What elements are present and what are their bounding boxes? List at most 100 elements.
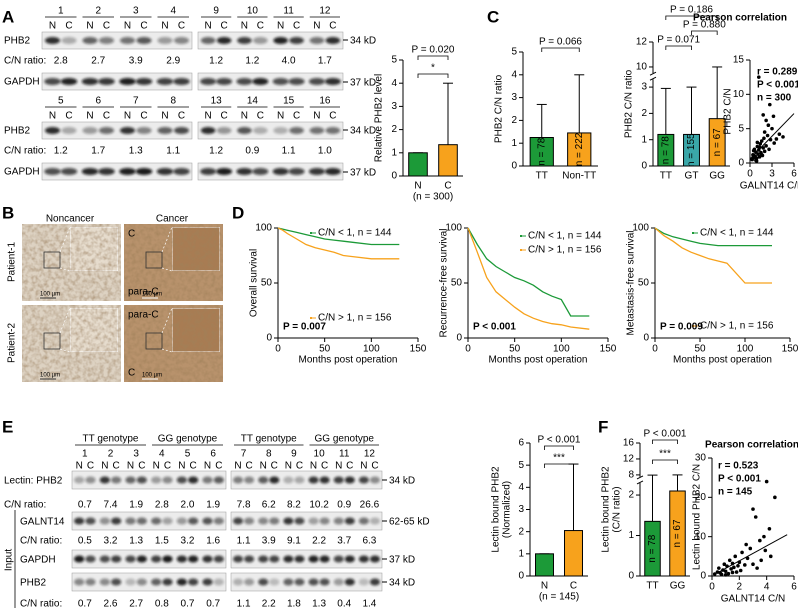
y-tick-label: 5 (518, 460, 524, 471)
blot-band (136, 476, 147, 484)
y-tick-label: 3 (391, 101, 397, 112)
lane-label: C (257, 21, 264, 32)
region-label: para-C (128, 310, 159, 321)
lane-label: N (101, 461, 108, 472)
axis-break (649, 76, 657, 81)
x-tick-label: 0 (747, 169, 753, 180)
x-tick-label: 0 (652, 344, 658, 355)
blot-band (85, 555, 96, 563)
y-tick-label: 20 (695, 492, 707, 503)
panel-letter: E (2, 417, 13, 436)
significance-bracket (417, 55, 449, 60)
lane-number: 6 (210, 449, 216, 460)
blot-band (269, 578, 280, 586)
loading-band (200, 168, 217, 175)
significance-bracket (652, 439, 678, 444)
lane-label: C (220, 111, 227, 122)
zoom-box (145, 332, 163, 350)
zoom-line (161, 307, 173, 334)
blot-band (283, 517, 294, 525)
lane-label: N (241, 111, 248, 122)
blot-band (151, 517, 162, 525)
blot-band (294, 517, 305, 525)
point (766, 123, 771, 128)
y-tick-label: 15 (733, 55, 745, 66)
zoom-line (59, 307, 71, 334)
loading-band (119, 168, 136, 175)
lane-number: 7 (133, 96, 139, 107)
y-tick-label: 0 (456, 333, 462, 344)
bar (438, 144, 458, 177)
loading-band (252, 168, 269, 175)
point (751, 562, 755, 566)
blot-band (244, 555, 255, 563)
bar (708, 118, 726, 167)
zoom-box (145, 251, 163, 269)
cn-ratio: 0.9 (337, 500, 351, 511)
y-tick-label: 10 (695, 531, 707, 542)
cn-ratio: 3.9 (129, 56, 143, 67)
y-axis-label: (Normalized) (502, 481, 513, 538)
genotype-label: TT genotype (83, 434, 139, 445)
cn-ratio: 1.0 (318, 146, 332, 157)
panel-letter: A (2, 7, 14, 26)
cn-ratio: 3.9 (262, 536, 276, 547)
x-tick-label: C (444, 181, 451, 192)
lane-label: C (293, 21, 300, 32)
lane-label: C (140, 21, 147, 32)
x-tick-label: 150 (782, 344, 798, 355)
cn-ratio: 9.1 (287, 536, 301, 547)
point (771, 114, 776, 119)
lane-label: C (321, 461, 328, 472)
scale-bar-label: 100 µm (142, 373, 162, 379)
cn-ratio: 1.7 (318, 56, 332, 67)
protein-band (82, 37, 98, 44)
blot-band (111, 476, 122, 484)
loading-band (308, 168, 325, 175)
x-tick-label: 6 (791, 169, 797, 180)
point (764, 118, 768, 123)
point (723, 569, 728, 574)
blot-band (294, 555, 305, 563)
point (767, 147, 771, 152)
lane-number: 2 (108, 449, 114, 460)
legend-label: C/N < 1, n = 144 (318, 228, 392, 239)
legend-label: C/N > 1, n = 156 (700, 321, 774, 332)
lane-number: 4 (159, 449, 165, 460)
y-axis-label: Lectin bound PHB2 C/N (692, 464, 703, 570)
cn-ratio: 1.2 (54, 146, 68, 157)
cn-ratio: 0.5 (78, 536, 92, 547)
blot-band (162, 555, 173, 563)
y-tick-label: 0 (511, 161, 517, 172)
protein-band (99, 37, 114, 44)
blot-band (233, 517, 244, 525)
bar (669, 490, 686, 577)
lane-number: 16 (319, 96, 331, 107)
column-label: Cancer (156, 214, 189, 225)
x-tick-label: GT (685, 171, 699, 182)
point (738, 568, 743, 573)
x-axis-label: GALNT14 C/N (740, 181, 798, 192)
lane-number: 15 (283, 96, 295, 107)
point (781, 135, 785, 139)
protein-band (157, 127, 173, 134)
blot-band (308, 517, 319, 525)
kd-label: 34 kD (350, 36, 376, 47)
lane-number: 3 (133, 6, 139, 17)
loading-band (272, 78, 289, 85)
blot-band (269, 517, 280, 525)
blot-band (358, 555, 369, 563)
cn-ratio: 2.6 (104, 599, 118, 610)
zoom-box (43, 332, 61, 350)
cn-ratio: 1.9 (206, 500, 220, 511)
y-tick-label: 6 (518, 438, 524, 449)
stat-label: n = 145 (718, 487, 753, 498)
survival-curve (467, 227, 590, 317)
x-tick-label: 0 (275, 344, 281, 355)
y-tick-label: 0 (641, 161, 647, 172)
cn-ratio: 6.3 (362, 536, 376, 547)
lane-number: 5 (58, 96, 64, 107)
lane-number: 10 (247, 6, 259, 17)
row-label: PHB2 (20, 578, 47, 589)
x-tick-label: 100 (363, 344, 380, 355)
